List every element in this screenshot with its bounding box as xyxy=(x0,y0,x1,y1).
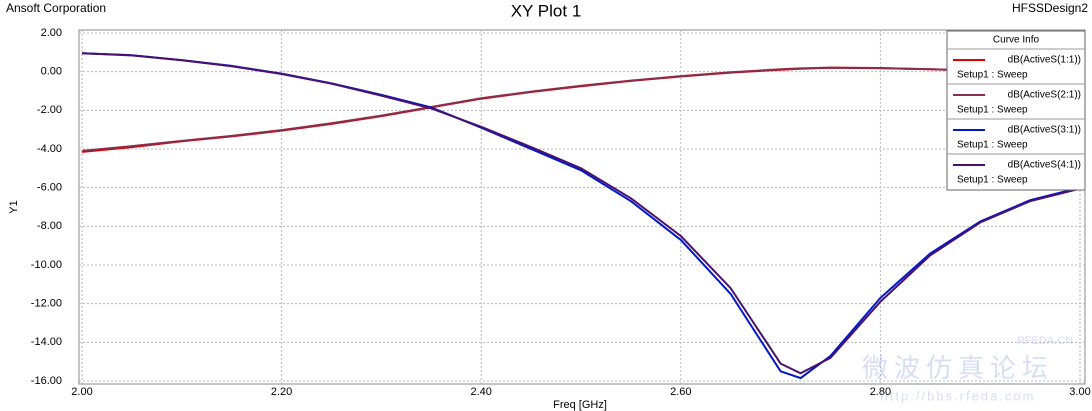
y-tick-label: -10.00 xyxy=(31,259,62,271)
x-tick-label: 3.00 xyxy=(1069,386,1090,398)
legend-setup: Setup1 : Sweep xyxy=(957,175,1028,186)
y-tick-label: -8.00 xyxy=(37,220,62,232)
y-tick-label: -4.00 xyxy=(37,143,62,155)
legend-label: dB(ActiveS(1:1)) xyxy=(1008,55,1081,66)
series-line xyxy=(81,66,1081,152)
y-tick-label: -2.00 xyxy=(37,104,62,116)
y-tick-label: 2.00 xyxy=(41,27,62,39)
y-axis-label: Y1 xyxy=(8,200,20,213)
company-label: Ansoft Corporation xyxy=(6,1,106,15)
x-tick-label: 2.60 xyxy=(670,386,691,398)
legend-title: Curve Info xyxy=(993,35,1040,46)
legend-label: dB(ActiveS(3:1)) xyxy=(1008,125,1081,136)
x-tick-label: 2.80 xyxy=(870,386,891,398)
y-tick-label: 0.00 xyxy=(41,66,62,78)
legend-setup: Setup1 : Sweep xyxy=(957,70,1028,81)
design-label: HFSSDesign2 xyxy=(1012,1,1088,15)
x-axis-label: Freq [GHz] xyxy=(553,399,607,411)
plot-layer: 2.00 0.00 -2.00 -4.00 -6.00 -8.00 -10.00 -12.00… xyxy=(31,27,1091,398)
plot-frame xyxy=(78,29,1086,385)
x-tick-label: 2.40 xyxy=(470,386,491,398)
watermark-text: 微波仿真论坛 xyxy=(862,353,1054,383)
legend-box xyxy=(946,30,1086,191)
watermark: RFEDA.CN 微波仿真论坛 http://bbs.rfeda.com xyxy=(862,335,1073,404)
legend: Curve Info dB(ActiveS(1:1)) Setup1 : Sweep… xyxy=(946,30,1086,191)
legend-setup: Setup1 : Sweep xyxy=(957,105,1028,116)
watermark-text: http://bbs.rfeda.com xyxy=(881,388,1036,403)
series-line xyxy=(81,52,1081,380)
watermark-text: RFEDA.CN xyxy=(1017,335,1073,347)
legend-label: dB(ActiveS(4:1)) xyxy=(1008,160,1081,171)
legend-label: dB(ActiveS(2:1)) xyxy=(1008,90,1081,101)
x-tick-label: 2.20 xyxy=(271,386,292,398)
y-tick-label: -12.00 xyxy=(31,298,62,310)
x-tick-label: 2.00 xyxy=(71,386,92,398)
chart-title: XY Plot 1 xyxy=(511,1,582,20)
y-tick-label: -14.00 xyxy=(31,336,62,348)
series-line xyxy=(81,52,1081,375)
y-tick-label: -6.00 xyxy=(37,182,62,194)
legend-setup: Setup1 : Sweep xyxy=(957,140,1028,151)
y-tick-label: -16.00 xyxy=(31,375,62,387)
